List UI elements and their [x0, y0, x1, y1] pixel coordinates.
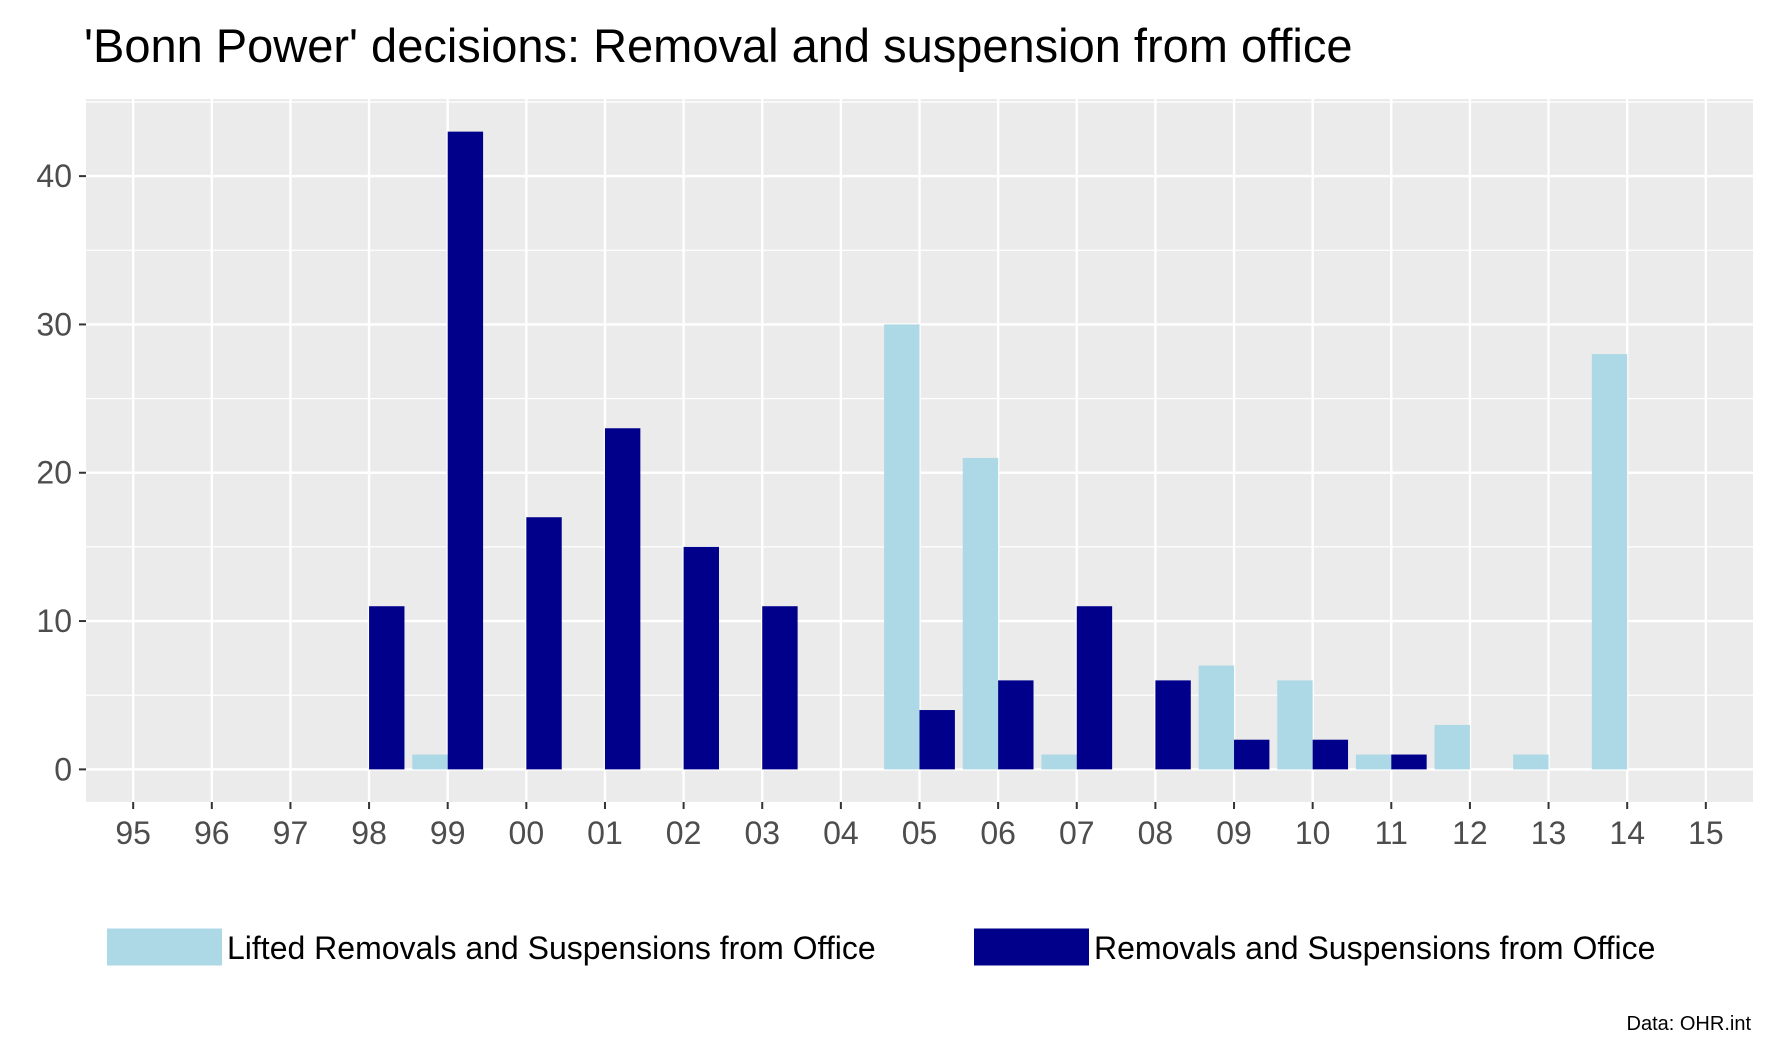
legend-key-lifted: [107, 928, 222, 966]
y-tick-label: 30: [36, 306, 72, 342]
x-tick-label: 97: [273, 815, 309, 851]
bar-removals-01: [604, 428, 641, 770]
chart-caption: Data: OHR.int: [1627, 1013, 1752, 1035]
x-tick-label: 02: [666, 815, 702, 851]
y-tick-label: 10: [36, 603, 72, 639]
bar-lifted-99: [412, 754, 448, 770]
bar-lifted-14: [1591, 354, 1628, 770]
x-tick-label: 11: [1375, 815, 1408, 851]
chart-title: 'Bonn Power' decisions: Removal and susp…: [84, 19, 1352, 72]
x-tick-label: 06: [980, 815, 1016, 851]
bar-removals-09: [1234, 739, 1270, 770]
bar-removals-02: [683, 546, 719, 770]
bar-lifted-10: [1277, 680, 1313, 770]
bar-removals-05: [919, 710, 955, 770]
x-tick-label: 98: [351, 815, 387, 851]
legend-key-removals: [974, 928, 1089, 966]
x-tick-label: 08: [1138, 815, 1174, 851]
x-tick-label: 15: [1688, 815, 1724, 851]
x-tick-label: 14: [1609, 815, 1645, 851]
y-axis: 0 10 20 30 40: [36, 158, 86, 787]
x-tick-label: 01: [587, 815, 623, 851]
x-tick-label: 96: [194, 815, 230, 851]
bar-removals-07: [1076, 606, 1113, 770]
x-tick-label: 00: [509, 815, 545, 851]
bar-removals-03: [762, 606, 798, 770]
x-tick-label: 95: [115, 815, 151, 851]
y-tick-label: 20: [36, 455, 72, 491]
x-tick-label: 07: [1059, 815, 1095, 851]
x-tick-label: 05: [902, 815, 938, 851]
x-tick-label: 04: [823, 815, 859, 851]
x-tick-label: 03: [744, 815, 780, 851]
legend-label-lifted: Lifted Removals and Suspensions from Off…: [227, 930, 876, 966]
bar-removals-11: [1391, 754, 1427, 770]
x-axis: 95 96 97 98 99 00 01 02 03 04 05 06 07 08 09 10 11 12 13 14…: [115, 802, 1724, 851]
bar-lifted-07: [1041, 754, 1077, 770]
y-tick-label: 0: [54, 751, 72, 787]
bar-lifted-06: [962, 457, 999, 770]
bar-removals-98: [369, 606, 405, 770]
bar-lifted-13: [1513, 754, 1549, 770]
bar-lifted-12: [1434, 724, 1470, 770]
x-tick-label: 09: [1216, 815, 1252, 851]
bar-lifted-09: [1198, 665, 1235, 770]
legend-label-removals: Removals and Suspensions from Office: [1094, 930, 1655, 966]
x-tick-label: 12: [1452, 815, 1488, 851]
bar-lifted-11: [1355, 754, 1392, 770]
bar-removals-10: [1312, 739, 1349, 770]
bar-removals-00: [526, 517, 562, 770]
bar-removals-06: [998, 680, 1034, 770]
bar-removals-99: [447, 131, 484, 770]
legend: Lifted Removals and Suspensions from Off…: [107, 928, 1655, 966]
x-tick-label: 99: [430, 815, 466, 851]
x-tick-label: 10: [1295, 815, 1331, 851]
bar-removals-08: [1155, 680, 1191, 770]
y-tick-label: 40: [36, 158, 72, 194]
x-tick-label: 13: [1531, 815, 1567, 851]
bars: [369, 131, 1628, 770]
bar-lifted-05: [884, 324, 920, 770]
